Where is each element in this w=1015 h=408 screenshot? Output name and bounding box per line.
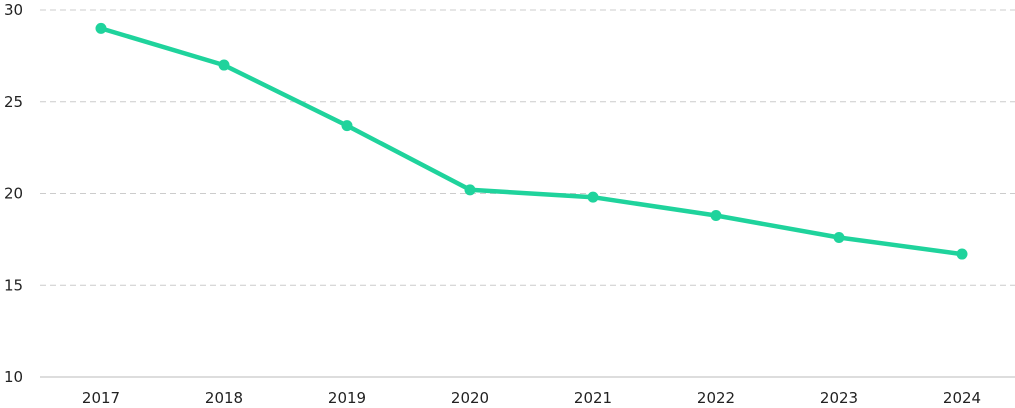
series-line-0	[98, 26, 965, 257]
x-tick-label-2024: 2024	[943, 389, 981, 407]
series	[95, 22, 968, 260]
x-axis-ticks: 2017 2018 2019 2020 2021 2022 2023 2024	[82, 389, 981, 407]
gridlines	[40, 9, 1015, 286]
data-point-2019	[341, 120, 353, 132]
y-tick-label-25: 25	[4, 93, 23, 111]
x-tick-label-2018: 2018	[205, 389, 243, 407]
x-tick-label-2023: 2023	[820, 389, 858, 407]
x-tick-label-2022: 2022	[697, 389, 735, 407]
data-point-2023	[833, 232, 845, 244]
x-tick-label-2019: 2019	[328, 389, 366, 407]
y-tick-label-15: 15	[4, 276, 23, 294]
x-tick-label-2021: 2021	[574, 389, 612, 407]
data-point-2017	[95, 22, 107, 34]
data-point-2020	[464, 184, 476, 196]
x-tick-label-2020: 2020	[451, 389, 489, 407]
data-point-2022	[710, 210, 722, 222]
y-tick-label-10: 10	[4, 368, 23, 386]
x-tick-label-2017: 2017	[82, 389, 120, 407]
y-tick-label-30: 30	[4, 1, 23, 19]
y-tick-label-20: 20	[4, 185, 23, 203]
data-point-2018	[218, 59, 230, 71]
y-axis-ticks: 10 15 20 25 30	[4, 1, 23, 386]
data-point-2024	[956, 248, 968, 260]
data-point-2021	[587, 191, 599, 203]
